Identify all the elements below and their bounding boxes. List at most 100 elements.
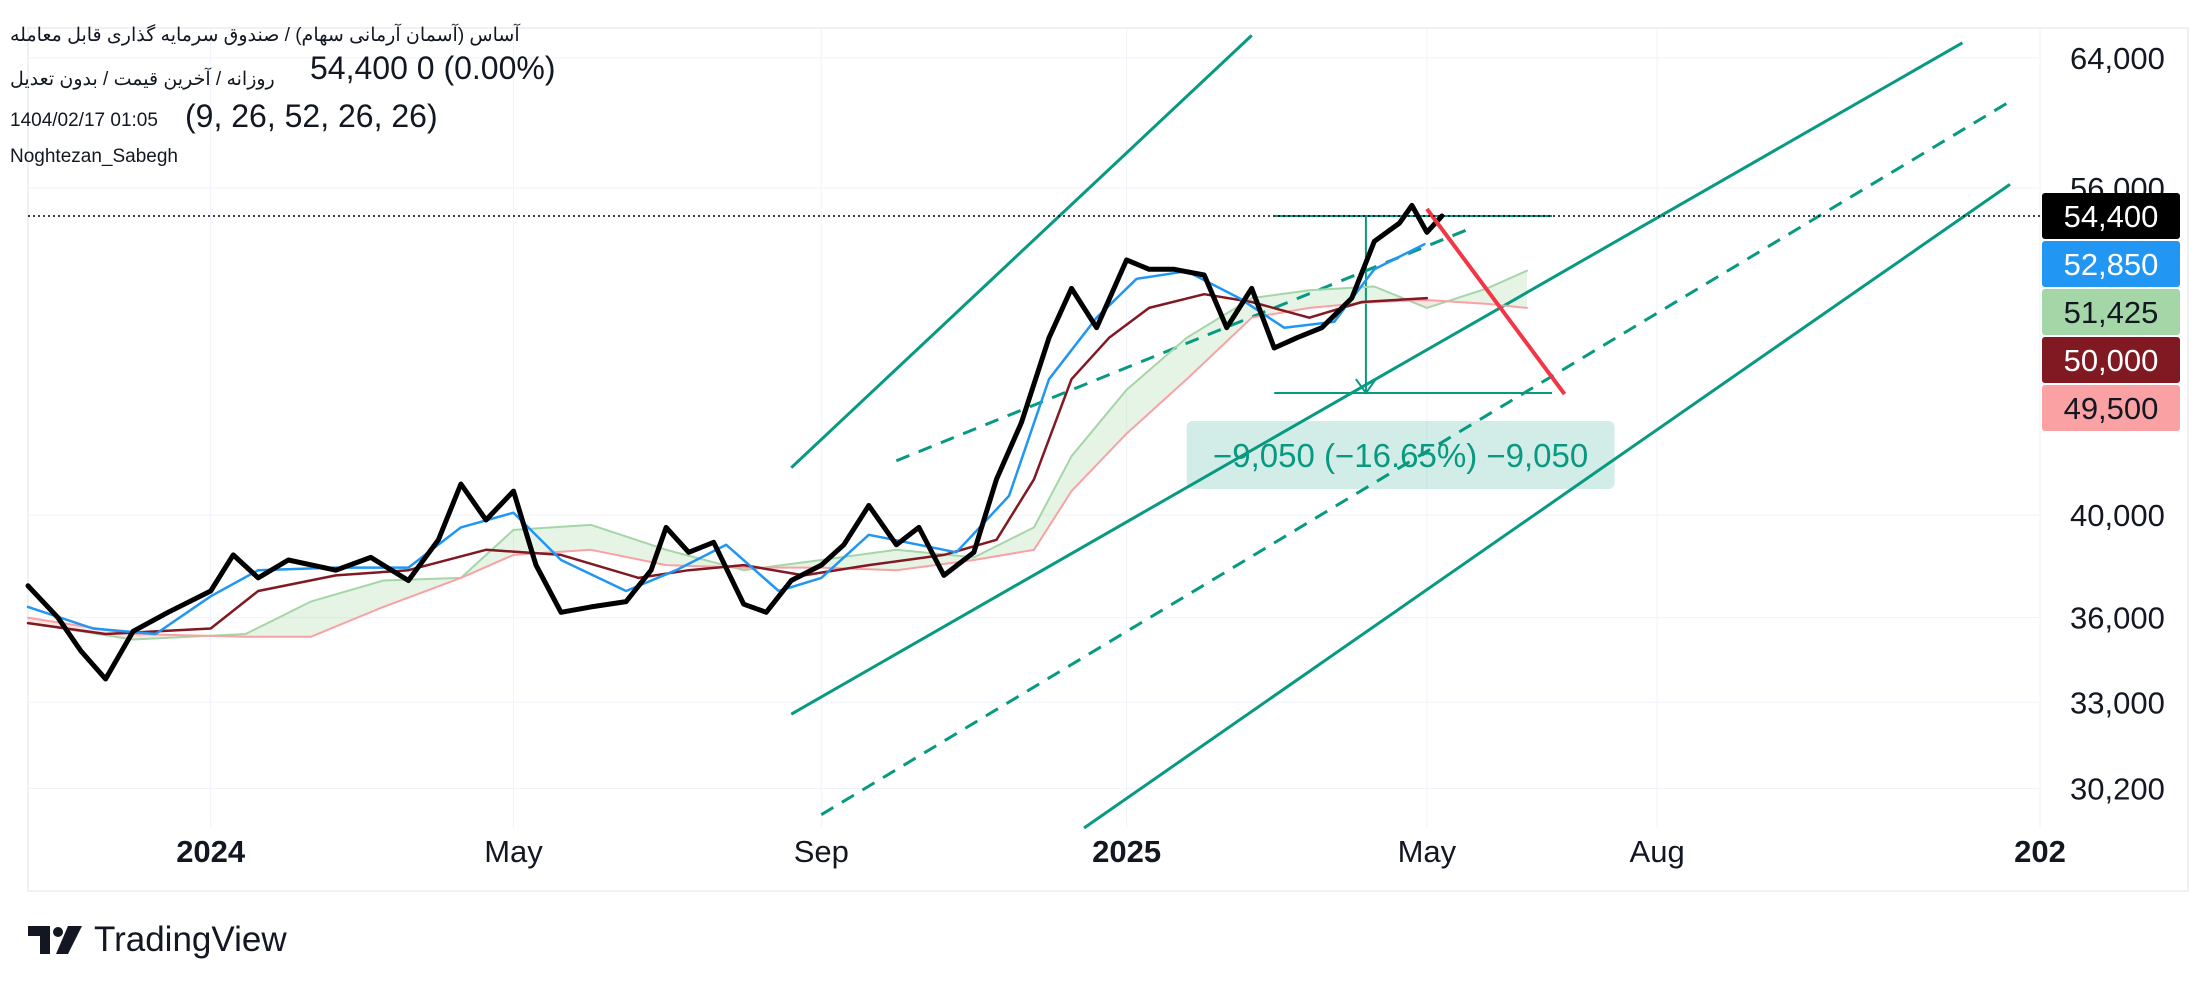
- cloud-segment: [1026, 527, 1034, 552]
- cloud-segment: [253, 626, 261, 637]
- series-price-line: [25, 202, 1445, 682]
- measure-arrow-head: [1355, 378, 1377, 395]
- cloud-segment: [1049, 484, 1057, 526]
- cloud-segment: [943, 554, 952, 564]
- cloud-segment: [373, 581, 381, 611]
- cloud-segment: [1184, 334, 1192, 382]
- cloud-segment: [1176, 339, 1185, 389]
- cloud-segment: [1319, 289, 1327, 307]
- cloud-segment: [591, 524, 599, 552]
- channel-lines: [790, 34, 2011, 830]
- price-axis-tick: 36,000: [2070, 601, 2165, 636]
- time-axis-tick: 2024: [176, 834, 246, 869]
- cloud-segment: [328, 594, 336, 630]
- date-time: 1404/02/17 01:05: [10, 110, 158, 131]
- cloud-segment: [981, 549, 989, 559]
- cloud-segment: [921, 552, 929, 567]
- cloud-segment: [658, 547, 667, 566]
- series-span-a-line: [27, 269, 1528, 641]
- cloud-segment: [621, 534, 629, 558]
- interval-info: روزانه / آخرین قیمت / بدون تعدیل: [10, 69, 275, 90]
- channel-line: [790, 34, 1253, 469]
- series-tenkan-line: [26, 242, 1426, 636]
- tradingview-logo-icon: [28, 926, 82, 954]
- cloud-segment: [133, 634, 141, 640]
- cloud-segment: [1079, 437, 1087, 484]
- cloud-segment: [636, 539, 644, 561]
- cloud-segment: [358, 585, 366, 618]
- cloud-segment: [1521, 270, 1527, 308]
- price-label-text: 50,000: [2064, 343, 2159, 378]
- cloud-segment: [1266, 295, 1275, 316]
- channel-line: [895, 225, 1476, 463]
- cloud-segment: [1326, 288, 1335, 307]
- cloud-segment: [1514, 272, 1522, 308]
- cloud-segment: [568, 525, 577, 552]
- cloud-segment: [1289, 292, 1297, 312]
- price-label-text: 52,850: [2064, 247, 2159, 282]
- cloud-segment: [1334, 288, 1342, 306]
- ichimoku-cloud: [28, 270, 1527, 640]
- cloud-segment: [283, 611, 291, 637]
- cloud-segment: [673, 551, 682, 566]
- series: [25, 202, 2040, 682]
- channel-line: [1083, 183, 2011, 830]
- time-axis-tick: May: [484, 834, 543, 869]
- cloud-segment: [1109, 401, 1117, 452]
- cloud-segment: [1311, 289, 1320, 308]
- price-label-text: 49,500: [2064, 391, 2159, 426]
- time-axis-tick: Sep: [794, 834, 849, 869]
- cloud-segment: [1214, 316, 1222, 353]
- cloud-segment: [606, 529, 614, 555]
- cloud-segment: [628, 537, 637, 559]
- cloud-segment: [1124, 385, 1132, 437]
- price-label-tenkan: [2042, 241, 2180, 288]
- cloud-segment: [380, 580, 389, 608]
- tradingview-logo[interactable]: TradingView: [28, 920, 287, 960]
- price-label-span-a: [2042, 289, 2180, 336]
- cloud-segment: [1101, 410, 1110, 460]
- time-axis-tick: May: [1398, 834, 1457, 869]
- cloud-segment: [583, 524, 592, 551]
- cloud-segment: [883, 550, 892, 571]
- cloud-segment: [343, 589, 351, 624]
- measure-label-box: [1186, 421, 1615, 490]
- cloud-segment: [868, 552, 877, 570]
- cloud-segment: [1499, 279, 1507, 306]
- cloud-segment: [1296, 291, 1305, 310]
- cloud-segment: [891, 550, 899, 571]
- cloud-segment: [553, 526, 562, 553]
- cloud-segment: [1146, 365, 1155, 416]
- time-axis-tick: Aug: [1630, 834, 1685, 869]
- cloud-segment: [1371, 286, 1380, 303]
- cloud-segment: [1131, 378, 1140, 429]
- price-label-span-b: [2042, 385, 2180, 432]
- author-name: Noghtezan_Sabegh: [10, 146, 178, 167]
- time-axis: 2024 May Sep 2025 May Aug 202: [176, 834, 2066, 869]
- cloud-segment: [576, 525, 584, 551]
- cloud-segment: [275, 615, 284, 637]
- cloud-segment: [298, 604, 306, 637]
- cloud-segment: [410, 579, 419, 597]
- cloud-segment: [681, 553, 689, 566]
- cloud-segment: [1476, 289, 1485, 304]
- price-axis-tick: 40,000: [2070, 498, 2165, 533]
- cloud-segment: [951, 555, 959, 563]
- cloud-segment: [1018, 531, 1027, 553]
- cloud-segment: [388, 580, 396, 606]
- price-change: 54,400 0 (0.00%): [310, 50, 556, 86]
- cloud-segment: [1169, 346, 1177, 395]
- projection-line: [1425, 207, 1567, 396]
- price-label-text: 54,400: [2064, 199, 2159, 234]
- cloud-segment: [1116, 392, 1125, 444]
- indicator-params: (9, 26, 52, 26, 26): [185, 98, 438, 134]
- cloud-segment: [1011, 534, 1019, 554]
- channel-line: [820, 100, 2011, 816]
- cloud-segment: [1086, 428, 1095, 476]
- price-axis-tick: 64,000: [2070, 41, 2165, 76]
- cloud-segment: [1094, 419, 1102, 468]
- cloud-segment: [1139, 372, 1147, 422]
- cloud-segment: [485, 547, 494, 567]
- cloud-segment: [1003, 538, 1012, 555]
